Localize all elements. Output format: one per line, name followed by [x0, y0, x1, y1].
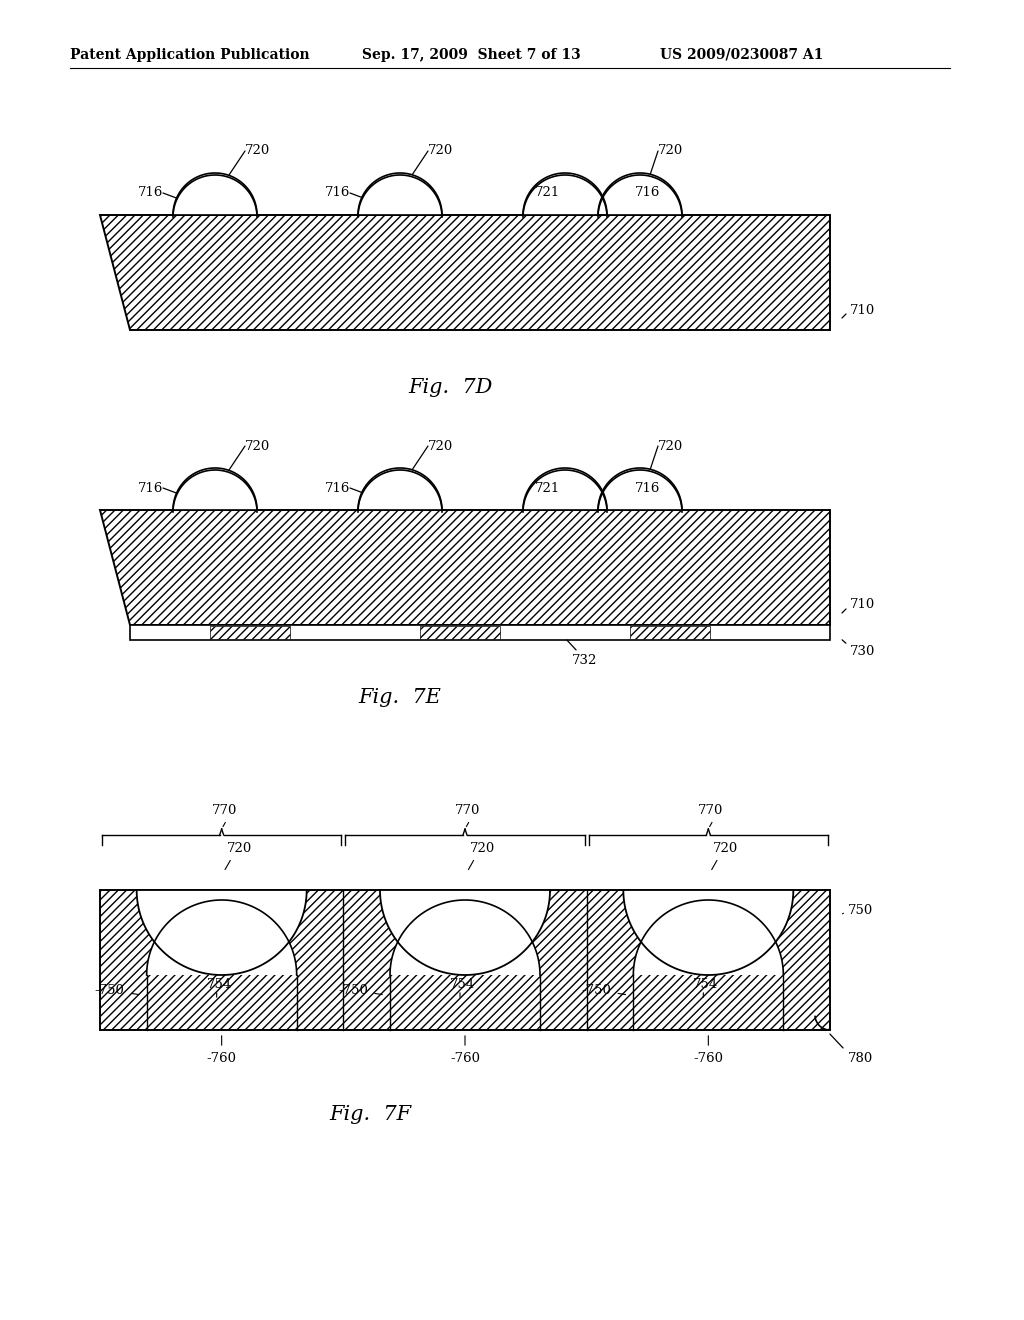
- Text: 720: 720: [470, 842, 496, 855]
- Text: 710: 710: [850, 598, 876, 611]
- Text: 720: 720: [245, 440, 270, 453]
- Polygon shape: [136, 890, 306, 975]
- Bar: [420, 626, 500, 639]
- Text: 732: 732: [572, 653, 597, 667]
- Text: 721: 721: [535, 482, 560, 495]
- Text: 770: 770: [212, 804, 237, 817]
- Text: -760: -760: [450, 1052, 480, 1065]
- Wedge shape: [523, 469, 607, 510]
- Text: 780: 780: [848, 1052, 873, 1065]
- Text: Fig.  7E: Fig. 7E: [358, 688, 441, 708]
- Polygon shape: [100, 890, 830, 1030]
- Polygon shape: [390, 900, 540, 975]
- Wedge shape: [173, 469, 257, 510]
- Text: 716: 716: [635, 482, 660, 495]
- Text: 716: 716: [325, 186, 350, 199]
- Text: 720: 720: [428, 440, 454, 453]
- Text: -750: -750: [582, 983, 611, 997]
- Text: 716: 716: [635, 186, 660, 199]
- Text: Sep. 17, 2009  Sheet 7 of 13: Sep. 17, 2009 Sheet 7 of 13: [362, 48, 581, 62]
- Bar: [130, 624, 830, 640]
- Text: 720: 720: [428, 144, 454, 157]
- Text: 716: 716: [137, 186, 163, 199]
- Text: Patent Application Publication: Patent Application Publication: [70, 48, 309, 62]
- Text: 720: 720: [245, 144, 270, 157]
- Wedge shape: [358, 469, 442, 510]
- Polygon shape: [624, 890, 794, 975]
- Bar: [210, 626, 290, 639]
- Text: 770: 770: [698, 804, 724, 817]
- Polygon shape: [633, 900, 783, 975]
- Text: -760: -760: [207, 1052, 237, 1065]
- Text: 720: 720: [658, 144, 683, 157]
- Text: 716: 716: [325, 482, 350, 495]
- Polygon shape: [100, 510, 830, 624]
- Text: 750: 750: [848, 903, 873, 916]
- Polygon shape: [100, 215, 830, 330]
- Text: 754: 754: [207, 978, 231, 991]
- Wedge shape: [523, 173, 607, 215]
- Text: 730: 730: [850, 645, 876, 657]
- Text: -750: -750: [95, 983, 125, 997]
- Text: 710: 710: [850, 304, 876, 317]
- Text: 754: 754: [450, 978, 475, 991]
- Wedge shape: [358, 173, 442, 215]
- Text: 721: 721: [535, 186, 560, 199]
- Text: 716: 716: [137, 482, 163, 495]
- Polygon shape: [380, 890, 550, 975]
- Text: -760: -760: [693, 1052, 723, 1065]
- Text: 754: 754: [693, 978, 719, 991]
- Text: US 2009/0230087 A1: US 2009/0230087 A1: [660, 48, 823, 62]
- Text: Fig.  7F: Fig. 7F: [329, 1105, 411, 1125]
- Text: -750: -750: [338, 983, 368, 997]
- Text: Fig.  7D: Fig. 7D: [408, 378, 493, 397]
- Text: 720: 720: [226, 842, 252, 855]
- Text: 720: 720: [658, 440, 683, 453]
- Wedge shape: [173, 173, 257, 215]
- Text: 720: 720: [714, 842, 738, 855]
- Text: 770: 770: [455, 804, 480, 817]
- Wedge shape: [598, 173, 682, 215]
- Polygon shape: [146, 900, 297, 975]
- Wedge shape: [598, 469, 682, 510]
- Bar: [630, 626, 710, 639]
